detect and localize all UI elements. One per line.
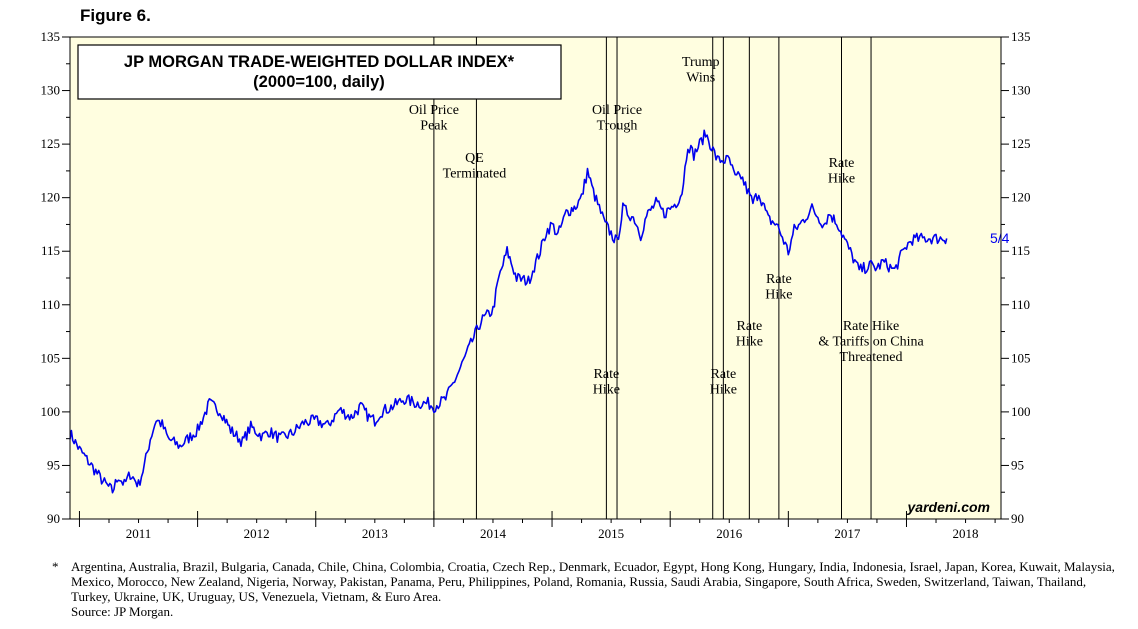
x-year-label: 2018 — [953, 526, 979, 541]
x-year-label: 2016 — [716, 526, 743, 541]
plot-frame — [69, 36, 1002, 520]
figure-label: Figure 6. — [80, 6, 151, 25]
event-label: Trump Wins — [682, 55, 720, 86]
y-tick-label-right: 135 — [1011, 29, 1031, 44]
y-tick-label-right: 130 — [1011, 83, 1031, 98]
footnote-marker: * — [52, 559, 59, 574]
y-tick-label-left: 95 — [47, 457, 60, 472]
axis-ticks: 90 90 95 95 100 100 105 105 110 110 115 115 120 120 12… — [41, 29, 1031, 541]
x-year-label: 2013 — [362, 526, 388, 541]
chart-title-box: JP MORGAN TRADE-WEIGHTED DOLLAR INDEX* (… — [77, 44, 562, 100]
x-year-label: 2015 — [598, 526, 624, 541]
x-year-label: 2012 — [244, 526, 270, 541]
y-tick-label-left: 125 — [41, 136, 61, 151]
watermark: yardeni.com — [907, 499, 990, 515]
y-tick-label-right: 115 — [1011, 243, 1030, 258]
footnote-source: Source: JP Morgan. — [71, 604, 174, 619]
y-tick-label-right: 105 — [1011, 350, 1031, 365]
title-box — [77, 44, 562, 100]
series-layer — [69, 129, 948, 494]
event-label: Rate Hike & Tariffs on China Threatened — [818, 319, 924, 365]
y-tick-label-left: 90 — [47, 511, 60, 526]
chart-title: JP MORGAN TRADE-WEIGHTED DOLLAR INDEX* — [124, 53, 515, 71]
y-tick-label-right: 100 — [1011, 404, 1031, 419]
series-line-dollar-index — [69, 129, 948, 494]
x-year-label: 2017 — [834, 526, 861, 541]
plot-area — [70, 37, 1001, 519]
y-tick-label-left: 105 — [41, 350, 61, 365]
y-tick-label-right: 125 — [1011, 136, 1031, 151]
y-tick-label-right: 90 — [1011, 511, 1024, 526]
y-tick-label-left: 110 — [41, 297, 60, 312]
y-tick-label-left: 135 — [41, 29, 61, 44]
x-year-label: 2011 — [126, 526, 152, 541]
event-lines: Oil Price Peak QE Terminated Rate Hike Oil Pri… — [409, 37, 925, 519]
event-label: Rate Hike — [765, 272, 792, 303]
x-year-label: 2014 — [480, 526, 507, 541]
event-label: Rate Hike — [736, 319, 763, 350]
event-label: QE Terminated — [443, 151, 507, 182]
y-tick-label-right: 110 — [1011, 297, 1030, 312]
event-label: Rate Hike — [828, 156, 855, 187]
y-tick-label-left: 130 — [41, 83, 61, 98]
event-label: Oil Price Trough — [592, 103, 642, 134]
end-label: 5/4 — [990, 230, 1010, 246]
y-tick-label-right: 120 — [1011, 190, 1031, 205]
event-label: Oil Price Peak — [409, 103, 459, 134]
y-tick-label-left: 120 — [41, 190, 61, 205]
chart-subtitle: (2000=100, daily) — [253, 73, 385, 91]
y-tick-label-left: 100 — [41, 404, 61, 419]
y-tick-label-right: 95 — [1011, 457, 1024, 472]
footnote: * Argentina, Australia, Brazil, Bulgaria… — [52, 559, 1122, 619]
footnote-text: Argentina, Australia, Brazil, Bulgaria, … — [71, 559, 1115, 604]
event-label: Rate Hike — [710, 367, 737, 398]
y-tick-label-left: 115 — [41, 243, 60, 258]
event-label: Rate Hike — [593, 367, 620, 398]
